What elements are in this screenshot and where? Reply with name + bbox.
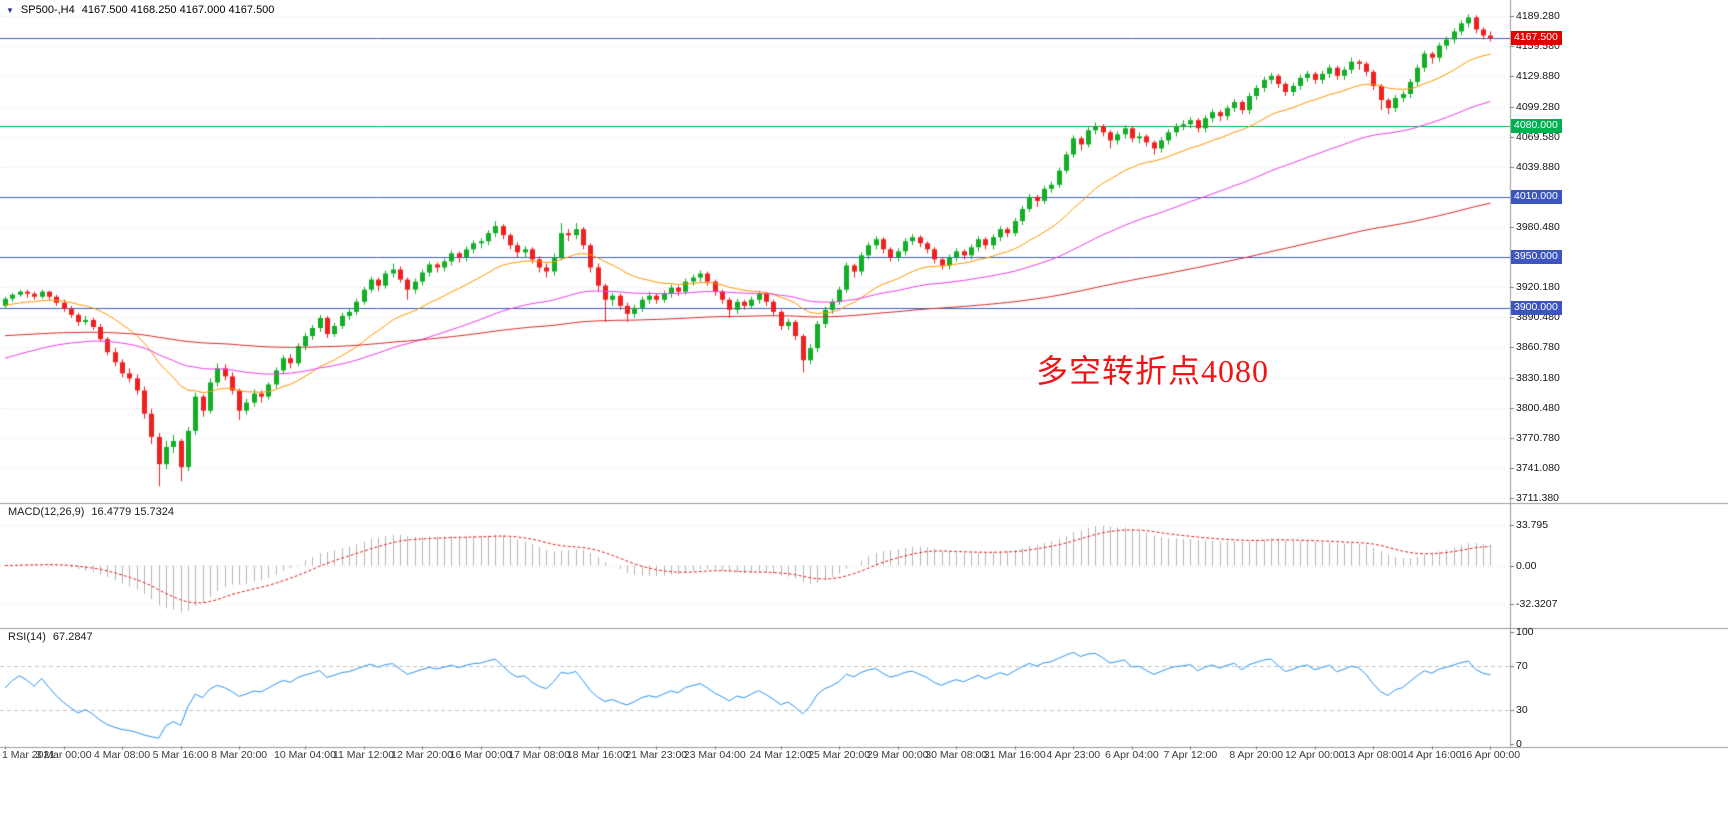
rsi-scale-label: 70 <box>1516 659 1528 672</box>
x-axis-time-label: 31 Mar 16:00 <box>983 749 1046 761</box>
x-axis-time-label: 24 Mar 12:00 <box>749 749 812 761</box>
ohlc-values: 4167.500 4168.250 4167.000 4167.500 <box>81 4 275 16</box>
x-axis-time-label: 12 Mar 20:00 <box>391 749 453 761</box>
x-axis-time-label: 4 Apr 23:00 <box>1046 749 1101 761</box>
rsi-scale-label: 100 <box>1516 626 1534 638</box>
macd-name: MACD(12,26,9) <box>8 506 85 518</box>
price-tag[interactable]: 4080.000 <box>1511 119 1562 134</box>
macd-scale-label: 33.795 <box>1516 519 1549 532</box>
y-axis-price-label: 3830.180 <box>1516 372 1560 385</box>
x-axis-time-label: 13 Apr 08:00 <box>1343 749 1404 761</box>
price-tag[interactable]: 3900.000 <box>1511 300 1562 315</box>
rsi-scale-label: 30 <box>1516 704 1528 717</box>
x-axis-time-label: 30 Mar 08:00 <box>925 749 988 761</box>
x-axis-time-label: 16 Mar 00:00 <box>449 749 512 761</box>
macd-indicator-label: MACD(12,26,9) 16.4779 15.7324 <box>8 506 174 518</box>
y-axis-price-label: 4039.880 <box>1516 160 1560 173</box>
y-axis-price-label: 3800.480 <box>1516 402 1560 415</box>
y-axis-price-label: 4129.880 <box>1516 69 1560 82</box>
y-axis-price-label: 3980.480 <box>1516 220 1560 233</box>
price-tag[interactable]: 4167.500 <box>1511 31 1562 46</box>
y-axis-price-label: 4189.280 <box>1516 10 1560 23</box>
rsi-value: 67.2847 <box>52 631 93 643</box>
x-axis-time-label: 14 Apr 16:00 <box>1402 749 1462 761</box>
macd-values: 16.4779 15.7324 <box>91 506 175 518</box>
macd-scale-label: -32.3207 <box>1516 597 1558 610</box>
dropdown-arrow-icon[interactable]: ▼ <box>6 5 14 15</box>
rsi-scale-label: 0 <box>1516 738 1522 750</box>
rsi-indicator-label: RSI(14) 67.2847 <box>8 631 93 643</box>
price-tag[interactable]: 3950.000 <box>1511 250 1562 265</box>
x-axis-time-label: 16 Apr 00:00 <box>1460 749 1521 761</box>
x-axis-time-label: 8 Apr 20:00 <box>1229 749 1284 761</box>
x-axis-time-label: 11 Mar 12:00 <box>332 749 395 761</box>
x-axis-time-label: 3 Mar 00:00 <box>35 749 92 761</box>
symbol-timeframe-label: SP500-,H4 <box>20 4 75 16</box>
macd-scale-label: 0.00 <box>1516 559 1537 572</box>
rsi-name: RSI(14) <box>8 631 46 643</box>
y-axis-price-label: 3770.780 <box>1516 432 1560 445</box>
x-axis-time-label: 25 Mar 20:00 <box>808 749 871 761</box>
x-axis-time-label: 12 Apr 00:00 <box>1284 749 1345 761</box>
y-axis-price-label: 4099.280 <box>1516 100 1560 113</box>
x-axis-time-label: 4 Mar 08:00 <box>94 749 151 761</box>
y-axis-price-label: 3741.080 <box>1516 462 1560 475</box>
x-axis-time-label: 23 Mar 04:00 <box>683 749 746 761</box>
price-tag[interactable]: 4010.000 <box>1511 189 1562 204</box>
y-axis-price-label: 4069.580 <box>1516 130 1560 143</box>
y-axis-price-label: 3711.380 <box>1516 492 1560 505</box>
x-axis-time-label: 6 Apr 04:00 <box>1104 749 1159 761</box>
x-axis-time-label: 17 Mar 08:00 <box>508 749 571 761</box>
chart-title-bar: ▼ SP500-,H4 4167.500 4168.250 4167.000 4… <box>6 4 274 16</box>
x-axis-time-label: 21 Mar 23:00 <box>625 749 688 761</box>
x-axis-time-label: 5 Mar 16:00 <box>152 749 209 761</box>
x-axis-time-label: 29 Mar 00:00 <box>866 749 929 761</box>
annotation-text[interactable]: 多空转折点4080 <box>1036 353 1270 389</box>
x-axis-time-label: 7 Apr 12:00 <box>1163 749 1218 761</box>
x-axis-time-label: 10 Mar 04:00 <box>274 749 336 761</box>
x-axis-time-label: 18 Mar 16:00 <box>566 749 629 761</box>
x-axis-time-label: 8 Mar 20:00 <box>211 749 268 761</box>
x-axis-time-label: 1 Mar 2021 <box>2 749 56 761</box>
y-axis-price-label: 3860.780 <box>1516 341 1560 354</box>
y-axis-price-label: 3920.180 <box>1516 281 1560 294</box>
